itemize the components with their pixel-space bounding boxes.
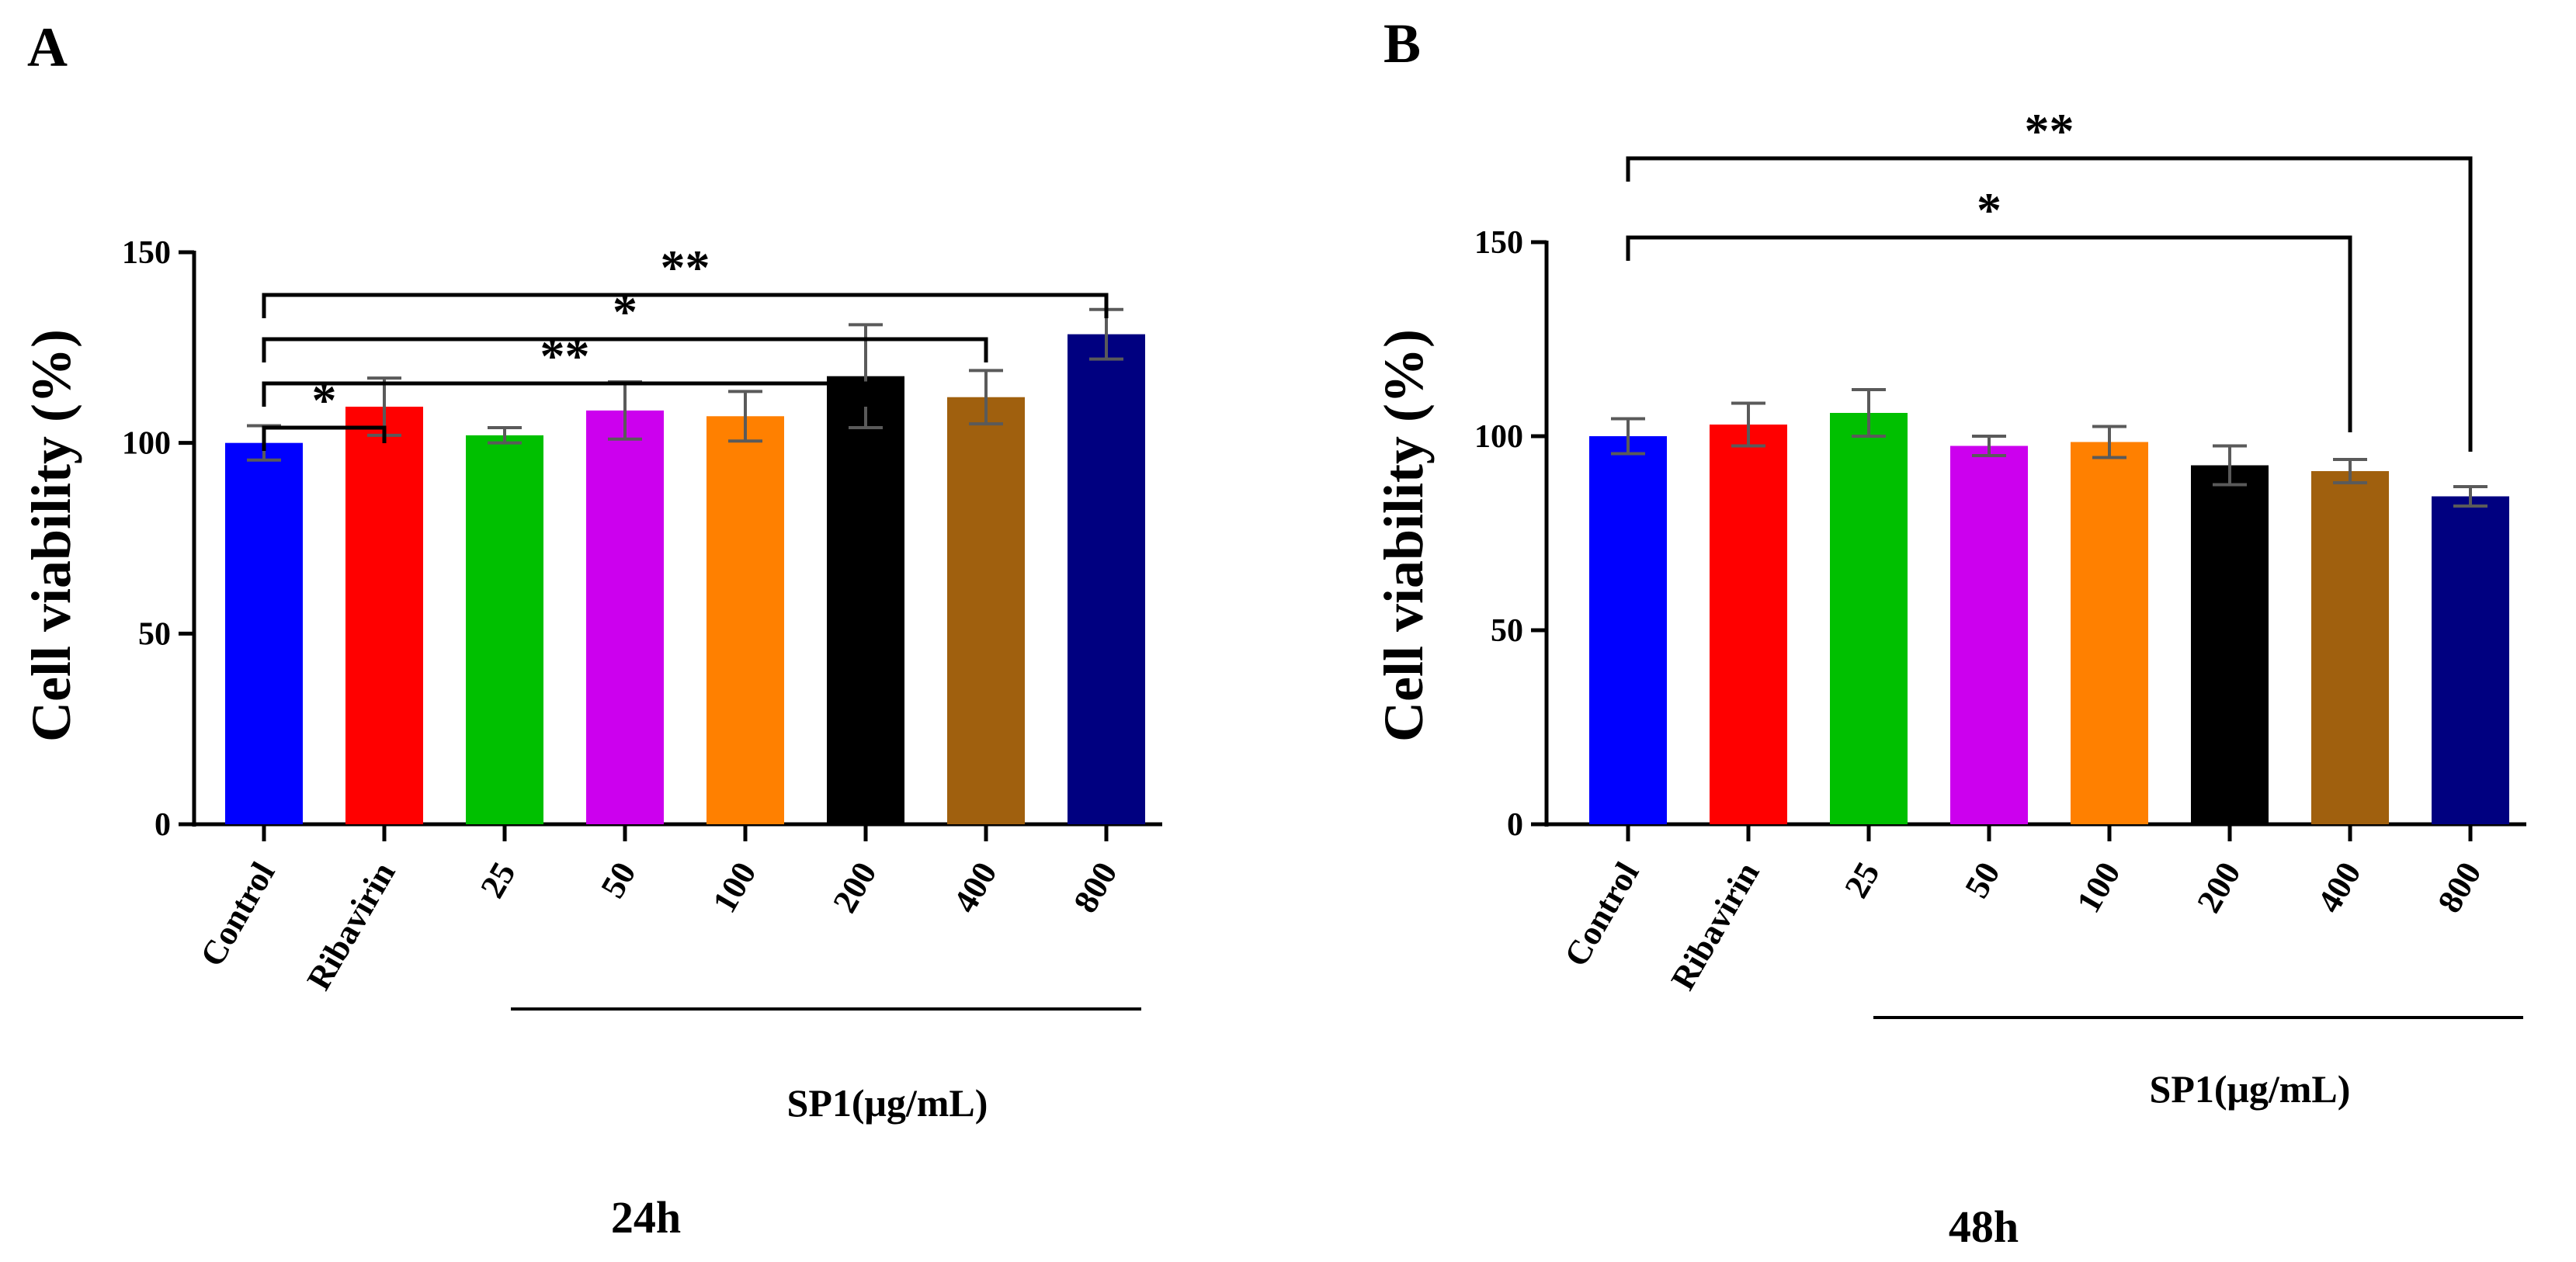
significance-bracket xyxy=(262,425,387,451)
y-tick-label: 100 xyxy=(1474,419,1523,455)
y-tick-label: 150 xyxy=(122,235,171,271)
bar-400 xyxy=(2311,471,2389,824)
significance-bracket xyxy=(1626,156,2473,452)
x-tick-label: 800 xyxy=(1066,856,1124,920)
bar-200 xyxy=(2191,465,2269,824)
bar-400 xyxy=(947,397,1025,824)
significance-bracket xyxy=(262,381,868,407)
x-tick-label: 100 xyxy=(2069,856,2127,920)
y-tick-label: 100 xyxy=(122,426,171,462)
bar-ribavirin xyxy=(1710,425,1787,824)
bar-800 xyxy=(1068,334,1145,824)
bar-50 xyxy=(1950,446,2028,824)
x-tick-label: 100 xyxy=(705,856,763,920)
x-tick-label: 50 xyxy=(1957,856,2007,905)
x-tick-label: 400 xyxy=(2310,856,2368,920)
bar-100 xyxy=(2071,442,2148,824)
significance-marker: ** xyxy=(540,328,590,383)
y-tick-label: 150 xyxy=(1474,225,1523,261)
significance-marker: * xyxy=(1977,182,2001,237)
panel-caption: 48h xyxy=(1949,1201,2019,1252)
significance-bracket xyxy=(1626,235,2352,432)
bar-25 xyxy=(466,435,543,824)
significance-marker: * xyxy=(312,373,337,428)
bar-200 xyxy=(827,376,904,824)
bar-ribavirin xyxy=(345,406,423,824)
bar-control xyxy=(1589,436,1667,824)
x-tick-label: 50 xyxy=(593,856,643,905)
panel-b: B Cell viability (%) 0 50 100 150 Control Ribav… xyxy=(1373,12,2526,1252)
y-tick-label: 50 xyxy=(1491,613,1523,649)
x-tick-label: Ribavirin xyxy=(1664,856,1767,997)
bar-25 xyxy=(1830,413,1908,824)
bar-50 xyxy=(586,410,664,824)
significance-marker: ** xyxy=(2025,103,2074,158)
x-tick-label: 400 xyxy=(946,856,1004,920)
significance-marker: * xyxy=(613,284,637,339)
x-tick-label: 800 xyxy=(2430,856,2488,920)
x-tick-label: 25 xyxy=(473,856,522,905)
significance-marker: ** xyxy=(661,240,710,295)
group-label: SP1(μg/mL) xyxy=(2150,1067,2351,1111)
x-tick-label: Control xyxy=(1557,856,1646,973)
x-tick-label: Ribavirin xyxy=(300,856,403,997)
bar-control xyxy=(225,442,303,824)
panel-caption: 24h xyxy=(611,1192,681,1243)
bar-800 xyxy=(2432,496,2509,824)
x-tick-label: 200 xyxy=(825,856,884,920)
group-label: SP1(μg/mL) xyxy=(787,1081,988,1125)
panel-a: A Cell viability (%) 0 50 100 150 Control Ribav… xyxy=(20,16,1162,1243)
y-axis-label: Cell viability (%) xyxy=(1373,329,1435,742)
x-tick-label: Control xyxy=(193,856,282,973)
significance-bracket xyxy=(262,293,1109,318)
panel-letter: A xyxy=(27,16,68,78)
y-tick-label: 0 xyxy=(154,807,171,843)
y-tick-label: 50 xyxy=(138,616,171,652)
significance-bracket xyxy=(262,337,988,362)
panel-letter: B xyxy=(1383,12,1421,75)
x-tick-label: 200 xyxy=(2189,856,2248,920)
x-tick-label: 25 xyxy=(1837,856,1887,905)
bar-100 xyxy=(706,416,784,824)
y-tick-label: 0 xyxy=(1507,807,1523,843)
y-axis-label: Cell viability (%) xyxy=(20,329,82,742)
